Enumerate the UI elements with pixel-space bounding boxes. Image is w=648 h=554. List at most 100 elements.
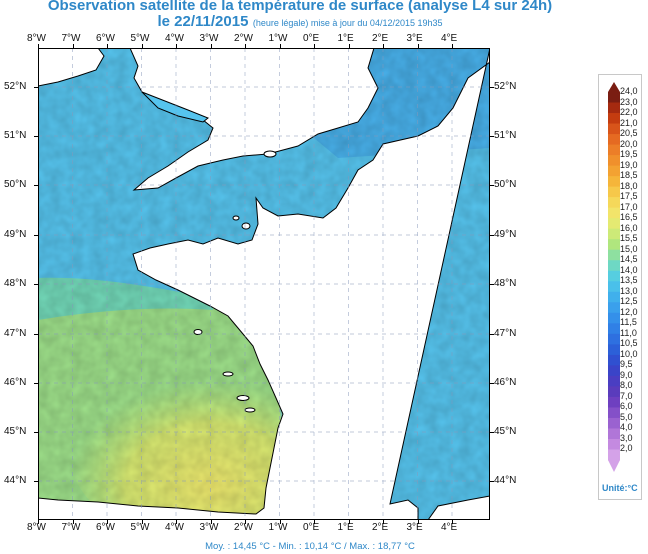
- lat-label-left: 51°N: [4, 130, 27, 141]
- lat-tick: [490, 185, 494, 186]
- colorbar: [608, 82, 620, 472]
- colorbar-label: 19,0: [620, 159, 638, 170]
- lon-tick: [107, 520, 108, 524]
- colorbar-label: 8,0: [620, 380, 633, 391]
- colorbar-label: 11,0: [620, 327, 637, 338]
- colorbar-swatch: [608, 302, 620, 314]
- lon-label-top: 6°W: [96, 33, 115, 44]
- lat-label-right: 48°N: [494, 278, 517, 289]
- colorbar-swatch: [608, 312, 620, 324]
- colorbar-swatch: [608, 228, 620, 240]
- colorbar-swatch: [608, 386, 620, 398]
- lat-tick: [34, 235, 38, 236]
- lat-tick: [34, 284, 38, 285]
- lat-tick: [490, 334, 494, 335]
- colorbar-label: 20,5: [620, 128, 638, 139]
- graticule: [38, 48, 490, 520]
- colorbar-label: 10,0: [620, 348, 638, 359]
- lon-label-bottom: 1°W: [268, 522, 288, 533]
- lat-label-left: 47°N: [4, 328, 27, 339]
- colorbar-label: 6,0: [620, 401, 633, 412]
- colorbar-swatch: [608, 186, 620, 198]
- colorbar-swatch: [608, 396, 620, 408]
- lat-tick: [490, 136, 494, 137]
- colorbar-label: 3,0: [620, 432, 633, 443]
- lon-label-bottom: 0°E: [303, 522, 320, 533]
- colorbar-min-arrow: [608, 460, 620, 472]
- lon-label-top: 1°W: [268, 33, 288, 44]
- lon-label-top: 5°W: [130, 33, 150, 44]
- lon-tick: [383, 44, 384, 48]
- oleron: [244, 407, 256, 413]
- colorbar-swatch: [608, 218, 620, 230]
- lat-label-right: 44°N: [494, 475, 517, 486]
- sst-map[interactable]: [38, 48, 490, 520]
- colorbar-swatch: [608, 134, 620, 146]
- colorbar-label: 12,5: [620, 296, 638, 307]
- lon-label-top: 4°W: [165, 33, 184, 44]
- lon-tick: [38, 520, 39, 524]
- lon-label-top: 2°W: [234, 33, 253, 44]
- lon-label-top: 1°E: [337, 33, 354, 44]
- colorbar-label: 22,0: [620, 107, 638, 118]
- ile-d-yeu: [222, 371, 234, 377]
- lat-tick: [490, 432, 494, 433]
- lon-tick: [348, 520, 350, 524]
- lon-label-bottom: 4°W: [165, 522, 184, 533]
- colorbar-label: 24,0: [620, 86, 638, 96]
- lat-label-left: 50°N: [4, 179, 27, 190]
- lat-label-right: 49°N: [494, 229, 517, 240]
- colorbar-swatch: [608, 176, 620, 188]
- lat-tick: [34, 185, 38, 186]
- lon-label-bottom: 8°W: [27, 522, 46, 533]
- lon-label-bottom: 2°W: [234, 522, 253, 533]
- lat-label-left: 46°N: [4, 377, 27, 388]
- lat-label-left: 48°N: [4, 278, 27, 289]
- ile-de-re: [236, 395, 250, 401]
- lon-label-top: 8°W: [27, 33, 46, 44]
- lat-tick: [490, 481, 494, 482]
- colorbar-label: 16,5: [620, 212, 638, 223]
- lon-tick: [279, 520, 281, 524]
- lon-tick: [452, 520, 453, 524]
- lon-label-bottom: 5°W: [130, 522, 150, 533]
- lon-tick: [314, 520, 315, 524]
- lon-label-top: 2°E: [372, 33, 389, 44]
- lat-label-right: 50°N: [494, 179, 517, 190]
- lat-label-right: 47°N: [494, 328, 517, 339]
- lon-tick: [72, 44, 74, 48]
- colorbar-swatch: [608, 407, 620, 419]
- lat-tick: [34, 87, 38, 88]
- lat-label-left: 44°N: [4, 475, 27, 486]
- lon-tick: [245, 520, 246, 524]
- colorbar-swatch: [608, 365, 620, 377]
- lat-tick: [34, 383, 38, 384]
- colorbar-label: 4,0: [620, 422, 633, 433]
- lat-tick: [490, 284, 494, 285]
- lat-label-right: 52°N: [494, 81, 517, 92]
- isle-of-wight: [263, 150, 277, 158]
- colorbar-swatch: [608, 438, 620, 450]
- lat-tick: [34, 432, 38, 433]
- colorbar-label: 15,5: [620, 233, 638, 244]
- lon-tick: [314, 44, 315, 48]
- colorbar-swatch: [608, 281, 620, 293]
- lon-label-top: 4°E: [441, 33, 458, 44]
- lon-tick: [452, 44, 453, 48]
- lon-tick: [141, 520, 143, 524]
- colorbar-label: 17,0: [620, 201, 638, 212]
- colorbar-label: 14,0: [620, 264, 638, 275]
- map-frame: [38, 48, 490, 520]
- colorbar-label: 17,5: [620, 191, 638, 202]
- belle-ile: [193, 329, 203, 335]
- lon-label-bottom: 3°E: [406, 522, 423, 533]
- lon-tick: [417, 44, 419, 48]
- sst-statistics: Moy. : 14,45 °C - Min. : 10,14 °C / Max.…: [205, 541, 415, 552]
- colorbar-swatch: [608, 260, 620, 272]
- lon-tick: [141, 44, 143, 48]
- colorbar-label: 14,5: [620, 254, 638, 265]
- colorbar-swatch: [608, 155, 620, 167]
- lon-label-bottom: 3°W: [199, 522, 219, 533]
- lon-label-bottom: 7°W: [61, 522, 81, 533]
- colorbar-swatch: [608, 344, 620, 356]
